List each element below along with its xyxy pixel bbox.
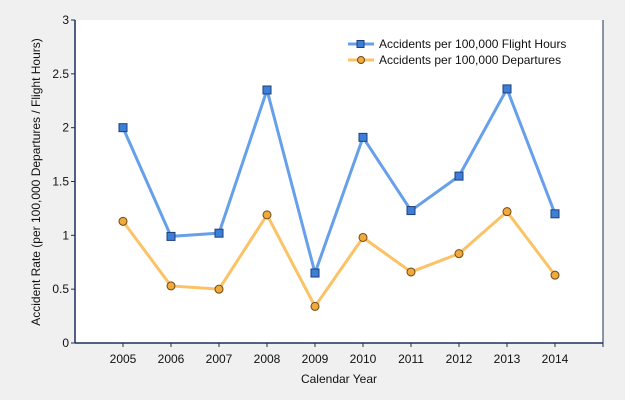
data-point <box>550 270 560 280</box>
data-point <box>310 268 320 278</box>
data-point <box>454 171 464 181</box>
legend: Accidents per 100,000 Flight Hours Accide… <box>348 37 566 67</box>
y-tick-label: 0.5 <box>52 282 69 296</box>
legend-item: Accidents per 100,000 Departures <box>348 53 561 67</box>
data-point <box>118 216 128 226</box>
data-point <box>262 210 272 220</box>
y-tick-label: 1 <box>62 228 69 242</box>
data-point <box>502 207 512 217</box>
legend-item: Accidents per 100,000 Flight Hours <box>348 37 566 51</box>
x-tick-label: 2007 <box>206 352 233 366</box>
y-axis-label: Accident Rate (per 100,000 Departures / … <box>29 38 43 325</box>
data-point <box>358 132 368 142</box>
legend-label: Accidents per 100,000 Departures <box>379 53 561 67</box>
series-line <box>121 210 557 308</box>
data-point <box>214 228 224 238</box>
series-0 <box>118 84 560 278</box>
x-tick-label: 2009 <box>302 352 329 366</box>
plot-area <box>75 20 603 343</box>
x-axis-label: Calendar Year <box>301 372 377 386</box>
x-tick-label: 2010 <box>350 352 377 366</box>
legend-marker <box>357 56 365 64</box>
data-point <box>166 281 176 291</box>
legend-marker <box>356 40 365 48</box>
legend-label: Accidents per 100,000 Flight Hours <box>379 37 566 51</box>
y-tick-label: 3 <box>62 13 69 27</box>
x-tick-label: 2005 <box>110 352 137 366</box>
y-tick-label: 2 <box>62 121 69 135</box>
data-point <box>262 85 272 95</box>
y-tick-label: 2.5 <box>52 67 69 81</box>
x-tick-label: 2008 <box>254 352 281 366</box>
x-tick-label: 2014 <box>542 352 569 366</box>
data-point <box>550 209 560 219</box>
series-line <box>121 87 557 275</box>
y-tick-label: 0 <box>62 336 69 350</box>
x-tick-label: 2011 <box>398 352 424 366</box>
data-point <box>310 301 320 311</box>
data-point <box>454 249 464 259</box>
y-tick-label: 1.5 <box>52 175 69 189</box>
data-point <box>406 206 416 216</box>
data-point <box>166 231 176 241</box>
data-point <box>118 123 128 133</box>
x-tick-label: 2013 <box>494 352 521 366</box>
data-point <box>358 232 368 242</box>
data-point <box>502 84 512 94</box>
x-tick-label: 2012 <box>446 352 473 366</box>
data-point <box>406 267 416 277</box>
series-1 <box>118 207 560 311</box>
x-tick-label: 2006 <box>158 352 185 366</box>
data-point <box>214 284 224 294</box>
